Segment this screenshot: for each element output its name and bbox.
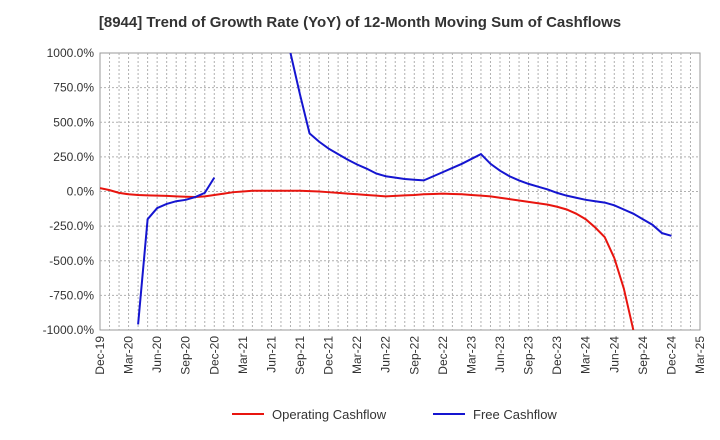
y-tick-label: -500.0%: [49, 254, 94, 268]
x-tick-label: Jun-21: [264, 336, 278, 373]
x-tick-label: Sep-23: [522, 336, 536, 375]
x-tick-label: Jun-24: [607, 336, 621, 373]
x-tick-label: Dec-23: [550, 336, 564, 375]
x-tick-label: Sep-24: [636, 336, 650, 375]
y-tick-label: -250.0%: [49, 219, 94, 233]
y-tick-label: 1000.0%: [47, 46, 95, 60]
x-tick-label: Jun-22: [379, 336, 393, 373]
y-tick-label: 250.0%: [53, 150, 94, 164]
x-tick-label: Dec-24: [664, 336, 678, 375]
y-tick-label: 500.0%: [53, 115, 94, 129]
series-line-free-cashflow: [289, 53, 672, 237]
x-tick-label: Dec-20: [207, 336, 221, 375]
x-tick-label: Mar-25: [693, 336, 707, 374]
x-tick-label: Mar-21: [236, 336, 250, 374]
y-tick-label: -750.0%: [49, 288, 94, 302]
y-tick-label: -1000.0%: [43, 323, 95, 337]
x-tick-label: Sep-21: [293, 336, 307, 375]
series-line-operating-cashflow: [100, 187, 635, 330]
x-tick-label: Dec-22: [436, 336, 450, 375]
x-tick-label: Mar-20: [122, 336, 136, 374]
y-tick-label: 750.0%: [53, 81, 94, 95]
x-tick-label: Dec-19: [93, 336, 107, 375]
x-tick-label: Mar-24: [579, 336, 593, 374]
legend-label: Operating Cashflow: [272, 407, 387, 422]
chart-title: [8944] Trend of Growth Rate (YoY) of 12-…: [98, 14, 622, 31]
x-tick-label: Mar-22: [350, 336, 364, 374]
x-tick-label: Jun-23: [493, 336, 507, 373]
legend-label: Free Cashflow: [473, 407, 557, 422]
x-tick-label: Jun-20: [150, 336, 164, 373]
y-tick-label: 0.0%: [67, 185, 95, 199]
x-tick-label: Sep-20: [179, 336, 193, 375]
x-tick-label: Sep-22: [407, 336, 421, 375]
series-line-free-cashflow: [137, 177, 216, 325]
x-tick-label: Dec-21: [322, 336, 336, 375]
x-tick-label: Mar-23: [464, 336, 478, 374]
